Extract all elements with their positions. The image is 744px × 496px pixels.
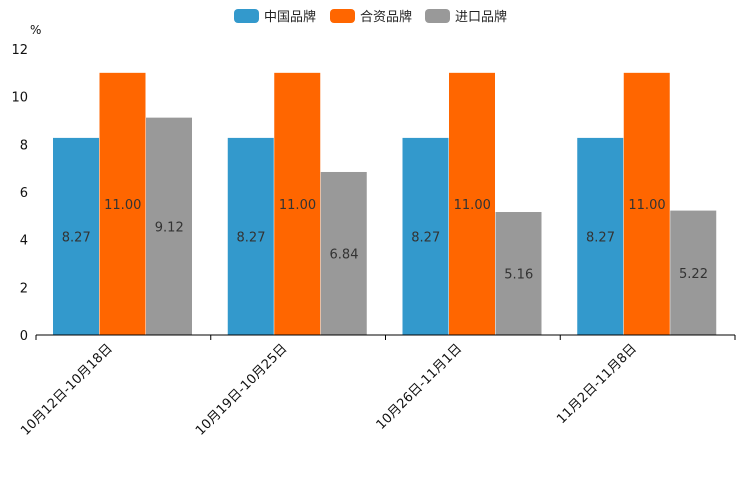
bar xyxy=(146,117,192,335)
bars xyxy=(53,72,717,335)
data-label: 9.12 xyxy=(155,220,184,235)
data-label: 11.00 xyxy=(454,198,491,213)
bar xyxy=(577,137,624,335)
y-tick-label: 4 xyxy=(20,234,28,249)
y-tick-label: 10 xyxy=(11,91,28,106)
x-category-label: 10月26日-11月1日 xyxy=(374,341,466,433)
bar xyxy=(495,212,542,335)
y-tick-label: 6 xyxy=(20,186,28,201)
x-category-label: 10月12日-10月18日 xyxy=(18,341,115,438)
bar xyxy=(623,72,670,335)
legend-swatch xyxy=(425,9,450,23)
data-label: 8.27 xyxy=(237,230,266,245)
bar xyxy=(449,72,495,335)
legend-label: 进口品牌 xyxy=(455,9,507,25)
bar xyxy=(402,137,449,335)
bar xyxy=(99,72,146,335)
bar xyxy=(274,72,321,335)
data-label: 8.27 xyxy=(411,230,440,245)
bar xyxy=(227,137,274,335)
y-axis-unit: % xyxy=(30,23,41,37)
y-tick-label: 0 xyxy=(20,329,28,344)
legend: 中国品牌 合资品牌 进口品牌 xyxy=(234,9,507,25)
data-label: 5.22 xyxy=(679,267,708,282)
x-category-label: 11月2日-11月8日 xyxy=(554,341,640,427)
x-axis: 10月12日-10月18日 10月19日-10月25日 10月26日-11月1日 11… xyxy=(18,335,736,439)
data-label: 11.00 xyxy=(279,198,316,213)
y-tick-label: 2 xyxy=(20,281,28,296)
y-axis: 0 2 4 6 8 10 12 xyxy=(11,43,28,344)
bar xyxy=(53,137,99,335)
x-category-label: 10月19日-10月25日 xyxy=(193,341,290,438)
y-tick-label: 12 xyxy=(11,43,28,58)
bar xyxy=(320,171,367,335)
data-label: 8.27 xyxy=(586,230,615,245)
bar xyxy=(670,210,717,335)
data-label: 5.16 xyxy=(504,268,533,283)
data-label: 6.84 xyxy=(330,247,359,262)
y-tick-label: 8 xyxy=(20,138,28,153)
data-label: 11.00 xyxy=(104,198,141,213)
data-label: 11.00 xyxy=(628,198,665,213)
legend-label: 合资品牌 xyxy=(360,9,412,25)
legend-swatch xyxy=(330,9,355,23)
legend-label: 中国品牌 xyxy=(264,9,316,25)
data-labels: 8.27 11.00 9.12 8.27 11.00 6.84 8.27 11.00 5.16 8… xyxy=(62,198,708,283)
data-label: 8.27 xyxy=(62,230,91,245)
legend-swatch xyxy=(234,9,259,23)
